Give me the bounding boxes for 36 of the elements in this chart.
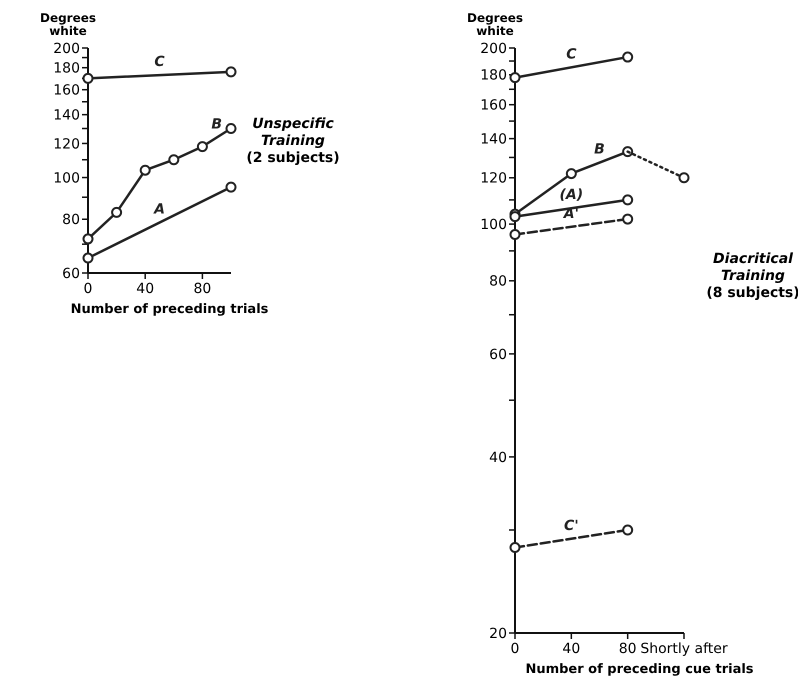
y-axis-title: Degrees white [40, 11, 96, 38]
y-tick-label: 60 [62, 266, 80, 282]
series-label: B [594, 142, 605, 158]
y-tick-label: 120 [53, 136, 80, 152]
y-tick-label: 120 [480, 170, 507, 187]
series-label: C [566, 46, 578, 62]
x-tick-label: 80 [193, 281, 212, 297]
x-tick-label: 40 [562, 641, 580, 657]
x-tick-label: 0 [84, 281, 92, 297]
y-tick-label: 140 [53, 108, 80, 124]
text: Unspecific Training (2 subjects) [246, 116, 340, 166]
series-label: (A) [560, 187, 584, 204]
y-tick-label: 40 [489, 450, 507, 466]
series-label: C' [564, 518, 579, 534]
y-tick-label: 80 [62, 212, 80, 228]
y-tick-label: 200 [53, 40, 80, 57]
y-tick-label: 100 [480, 217, 507, 234]
y-tick-label: 160 [53, 82, 80, 99]
x-tick-label: Shortly after [640, 641, 728, 657]
y-tick-label: 160 [480, 98, 507, 114]
y-tick-label: 100 [53, 170, 80, 186]
y-tick-label: 180 [53, 60, 80, 77]
y-tick-label: 140 [480, 132, 507, 148]
y-tick-label: 60 [489, 346, 507, 363]
y-axis-title: Degrees white [466, 11, 524, 38]
series-label: A [153, 202, 165, 218]
x-axis-title: Number of preceding cue trials [525, 662, 754, 677]
y-tick-label: 180 [480, 68, 507, 84]
x-axis-title: Number of preceding trials [70, 302, 269, 317]
x-tick-label: 80 [618, 641, 637, 657]
y-tick-label: 20 [489, 626, 507, 642]
x-tick-label: 40 [136, 281, 154, 297]
series-label: B [211, 116, 222, 133]
series-label: C [154, 54, 166, 70]
y-tick-label: 200 [480, 40, 507, 57]
x-tick-label: 0 [510, 641, 520, 657]
